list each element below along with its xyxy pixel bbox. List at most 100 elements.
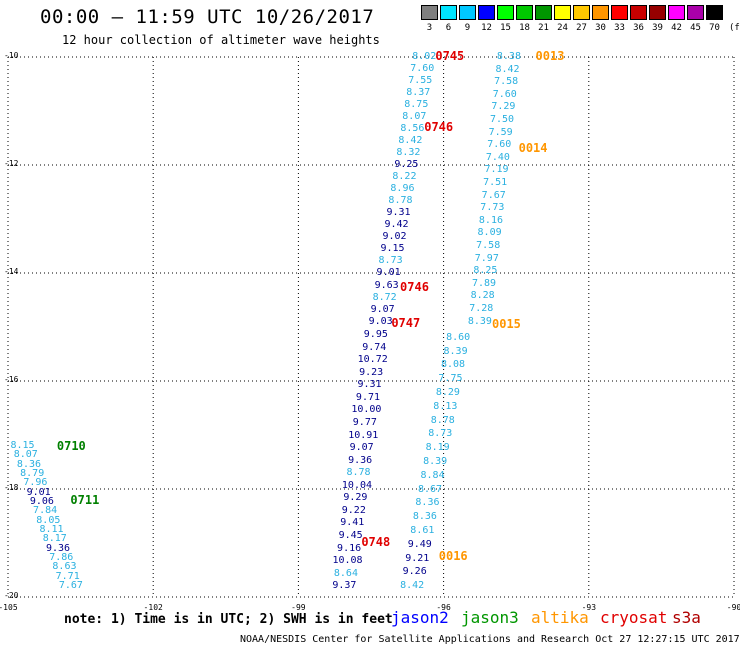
lon-tick-label: -99 <box>291 603 306 612</box>
wave-height-value: 10.72 <box>357 354 388 366</box>
wave-height-value: 9.45 <box>338 529 363 541</box>
wave-height-value: 10.04 <box>341 479 373 491</box>
wave-height-value: 7.84 <box>33 505 58 517</box>
wave-height-value: 9.42 <box>384 219 409 231</box>
map-subtitle: 12 hour collection of altimeter wave hei… <box>62 33 380 47</box>
wave-height-value: 8.15 <box>10 439 35 451</box>
wave-height-value: 8.78 <box>430 414 455 426</box>
wave-height-value: 9.07 <box>370 303 395 315</box>
wave-height-value: 7.28 <box>469 303 494 314</box>
wave-height-value: 10.91 <box>348 429 379 441</box>
wave-height-value: 9.03 <box>368 315 393 327</box>
wave-height-value: 8.13 <box>433 400 458 412</box>
wave-height-value: 9.31 <box>386 207 411 219</box>
pass-time-label: 0015 <box>492 317 521 332</box>
wave-height-value: 7.19 <box>484 164 509 176</box>
scale-label: 12 <box>481 23 492 33</box>
wave-height-value: 9.31 <box>357 379 382 391</box>
scale-label: 33 <box>614 23 625 33</box>
wave-height-value: 8.64 <box>333 567 358 579</box>
scale-swatch <box>535 5 552 20</box>
satellite-altika: altika <box>531 608 589 627</box>
wave-height-value: 9.22 <box>341 504 366 516</box>
scale-swatch <box>649 5 666 20</box>
lat-tick-label: -12 <box>4 159 19 168</box>
wave-height-value: 10.00 <box>351 404 382 416</box>
wave-height-value: 8.39 <box>467 315 492 327</box>
wave-height-value: 9.71 <box>355 391 381 403</box>
wave-height-value: 9.37 <box>332 580 357 592</box>
wave-height-value: 8.32 <box>396 147 421 159</box>
scale-label: 24 <box>557 23 568 33</box>
wave-height-value: 8.16 <box>478 214 503 226</box>
wave-height-value: 8.75 <box>404 99 429 111</box>
wave-height-value: 8.42 <box>398 135 423 147</box>
wave-height-value: 7.58 <box>476 240 501 251</box>
scale-swatch <box>706 5 723 20</box>
lon-tick-label: -105 <box>0 603 18 612</box>
pass-time-label: 0016 <box>438 548 468 563</box>
scale-swatch <box>573 5 590 20</box>
wave-height-value: 7.97 <box>474 252 499 264</box>
wave-height-value: 10.08 <box>332 555 363 567</box>
wave-height-value: 9.36 <box>45 542 71 554</box>
wave-height-value: 8.78 <box>346 467 371 479</box>
wave-height-value: 9.29 <box>343 492 368 504</box>
wave-height-value: 9.36 <box>348 454 373 466</box>
wave-height-value: 9.21 <box>405 552 430 564</box>
pass-time-label: 0013 <box>535 49 565 63</box>
lat-tick-label: -14 <box>4 267 19 276</box>
scale-label: 3 <box>426 23 433 33</box>
wave-height-value: 9.15 <box>380 243 405 255</box>
wave-height-value: 9.16 <box>337 542 362 554</box>
scale-label: 27 <box>576 23 587 33</box>
wave-height-value: 8.39 <box>443 345 468 357</box>
wave-height-value: 8.60 <box>446 331 471 343</box>
wave-height-value: 8.07 <box>402 111 427 123</box>
wave-height-value: 7.29 <box>491 101 516 113</box>
scale-label: 21 <box>538 23 549 33</box>
wave-height-value: 8.07 <box>13 449 38 461</box>
pass-time-label: 0711 <box>70 492 100 507</box>
satellite-s3a: s3a <box>672 608 701 627</box>
scale-label: 42 <box>671 23 682 33</box>
wave-height-value: 8.42 <box>495 63 520 75</box>
wave-height-value: 8.39 <box>423 456 448 467</box>
wave-height-value: 8.29 <box>435 387 460 398</box>
pass-time-label: 0014 <box>518 140 548 155</box>
wave-height-value: 7.67 <box>58 580 83 592</box>
wave-height-value: 8.56 <box>400 123 425 135</box>
pass-time-label: 0747 <box>391 316 421 331</box>
wave-height-value: 9.63 <box>374 279 399 291</box>
satellite-jason3: jason3 <box>461 608 519 627</box>
wave-height-value: 7.60 <box>492 88 517 100</box>
wave-height-value: 8.84 <box>420 469 445 481</box>
wave-height-value: 8.19 <box>425 442 450 454</box>
wave-height-value: 8.36 <box>415 497 440 509</box>
scale-swatch <box>421 5 438 20</box>
satellite-jason2: jason2 <box>391 608 449 627</box>
scale-swatch <box>611 5 628 20</box>
wave-height-value: 7.50 <box>489 114 515 125</box>
wave-height-value: 8.38 <box>496 51 521 62</box>
scale-label: 9 <box>464 23 471 33</box>
wave-height-value: 7.73 <box>480 202 505 214</box>
pass-time-label: 0748 <box>361 535 391 549</box>
scale-label: 18 <box>519 23 530 33</box>
wave-height-value: 8.61 <box>410 525 435 536</box>
lon-tick-label: -96 <box>436 603 451 612</box>
wave-height-value: 8.25 <box>473 265 498 277</box>
wave-height-value: 8.78 <box>388 195 413 207</box>
lat-tick-label: -16 <box>4 375 19 384</box>
scale-label: 70 <box>709 23 720 33</box>
pass-time-label: 0710 <box>56 438 86 453</box>
wave-height-value: 7.67 <box>481 189 506 201</box>
wave-height-value: 9.26 <box>402 566 427 578</box>
wave-height-value: 8.96 <box>390 183 415 195</box>
wave-height-value: 8.63 <box>52 561 77 573</box>
wave-height-value: 7.60 <box>410 63 435 75</box>
pass-time-label: 0745 <box>435 49 465 63</box>
lat-tick-label: -10 <box>4 51 19 60</box>
scale-label: (ft) <box>729 23 740 33</box>
